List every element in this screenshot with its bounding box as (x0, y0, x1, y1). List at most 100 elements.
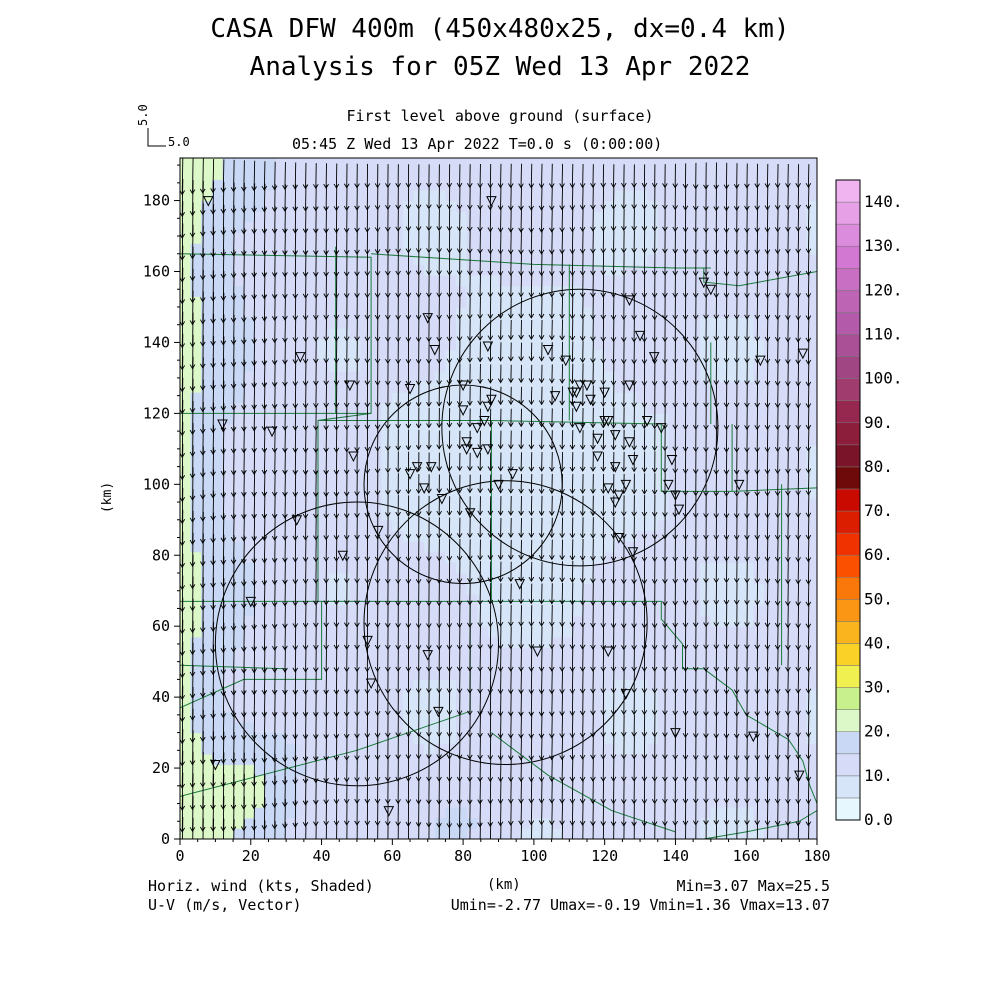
shade-cell (190, 658, 202, 670)
shade-cell (487, 551, 500, 563)
shade-cell (180, 158, 192, 170)
shade-cell (498, 658, 510, 670)
shade-cell (678, 604, 691, 617)
shade-cell (657, 445, 669, 457)
shade-cell (509, 370, 521, 383)
shade-cell (689, 551, 701, 563)
shade-cell (487, 477, 500, 489)
shade-cell (456, 658, 468, 670)
shade-cell (498, 317, 510, 329)
shade-cell (636, 253, 648, 266)
shade-cell (657, 370, 669, 383)
shade-cell (785, 296, 797, 308)
shade-cell (222, 275, 234, 287)
shade-cell (721, 349, 733, 361)
shade-cell (519, 498, 531, 510)
shade-cell (222, 753, 234, 766)
shade-cell (243, 285, 255, 297)
shade-cell (434, 466, 447, 478)
wind-vector-head (271, 228, 278, 234)
shade-cell (190, 519, 202, 532)
shade-cell (689, 296, 701, 308)
shade-cell (349, 775, 362, 787)
wind-vector-head (261, 469, 268, 475)
shade-cell (254, 296, 266, 308)
shade-cell (296, 434, 308, 446)
shade-cell (647, 509, 659, 521)
wind-vector-head (313, 689, 319, 695)
shade-cell (647, 317, 659, 329)
shade-cell (785, 158, 797, 170)
shade-cell (509, 615, 521, 627)
shade-cell (445, 594, 457, 606)
shade-cell (254, 690, 266, 702)
shade-cell (668, 498, 680, 510)
shade-cell (785, 189, 797, 202)
shade-cell (530, 509, 542, 521)
shade-cell (519, 487, 531, 500)
shade-cell (243, 615, 255, 627)
shade-cell (604, 221, 616, 234)
wind-vector-head (302, 184, 309, 190)
shade-cell (466, 626, 478, 638)
shade-cell (434, 370, 447, 383)
wind-vector-head (323, 358, 329, 364)
shade-cell (594, 232, 606, 244)
shade-cell (211, 487, 224, 500)
shade-cell (647, 328, 659, 340)
shade-cell (806, 626, 817, 638)
shade-cell (424, 402, 436, 414)
shade-cell (551, 200, 563, 212)
shade-cell (275, 700, 287, 712)
shade-cell (254, 189, 266, 202)
wind-vector-head (261, 294, 268, 300)
shade-cell (296, 306, 308, 319)
shade-cell (307, 721, 319, 734)
shade-cell (795, 764, 807, 776)
shade-cell (678, 679, 691, 691)
shade-cell (498, 615, 510, 627)
wind-vector-head (261, 668, 268, 674)
shade-cell (487, 796, 500, 808)
wind-vector-head (261, 580, 268, 586)
shade-cell (339, 349, 351, 361)
shade-cell (615, 679, 627, 691)
shade-cell (540, 604, 553, 617)
shade-cell (307, 466, 319, 478)
shade-cell (264, 807, 277, 819)
shade-cell (413, 179, 425, 191)
shade-cell (275, 232, 287, 244)
shade-cell (753, 817, 765, 829)
shade-cell (583, 455, 595, 468)
shade-cell (264, 264, 277, 276)
wind-vector-head (354, 820, 360, 826)
wind-vector-head (200, 627, 206, 633)
wind-vector-head (282, 184, 288, 191)
shade-cell (583, 647, 595, 659)
shade-cell (689, 349, 701, 361)
shade-cell (456, 775, 468, 787)
shade-cell (434, 253, 447, 266)
shade-cell (498, 711, 510, 723)
shade-cell (594, 317, 606, 329)
shade-cell (689, 615, 701, 627)
shade-cell (657, 668, 669, 680)
shade-cell (806, 487, 817, 500)
shade-cell (413, 615, 425, 627)
shade-cell (647, 455, 659, 468)
shade-cell (657, 796, 669, 808)
wind-vector-head (220, 362, 227, 368)
shade-cell (424, 509, 436, 521)
shade-cell (594, 221, 606, 234)
shade-cell (487, 349, 500, 361)
shade-cell (678, 200, 691, 212)
shade-cell (286, 338, 298, 351)
shade-cell (360, 690, 372, 702)
shade-cell (562, 445, 574, 457)
shade-cell (296, 647, 308, 659)
shade-cell (413, 285, 425, 297)
shade-cell (477, 275, 489, 287)
shade-cell (604, 807, 616, 819)
shade-cell (349, 424, 362, 436)
shade-cell (477, 658, 489, 670)
